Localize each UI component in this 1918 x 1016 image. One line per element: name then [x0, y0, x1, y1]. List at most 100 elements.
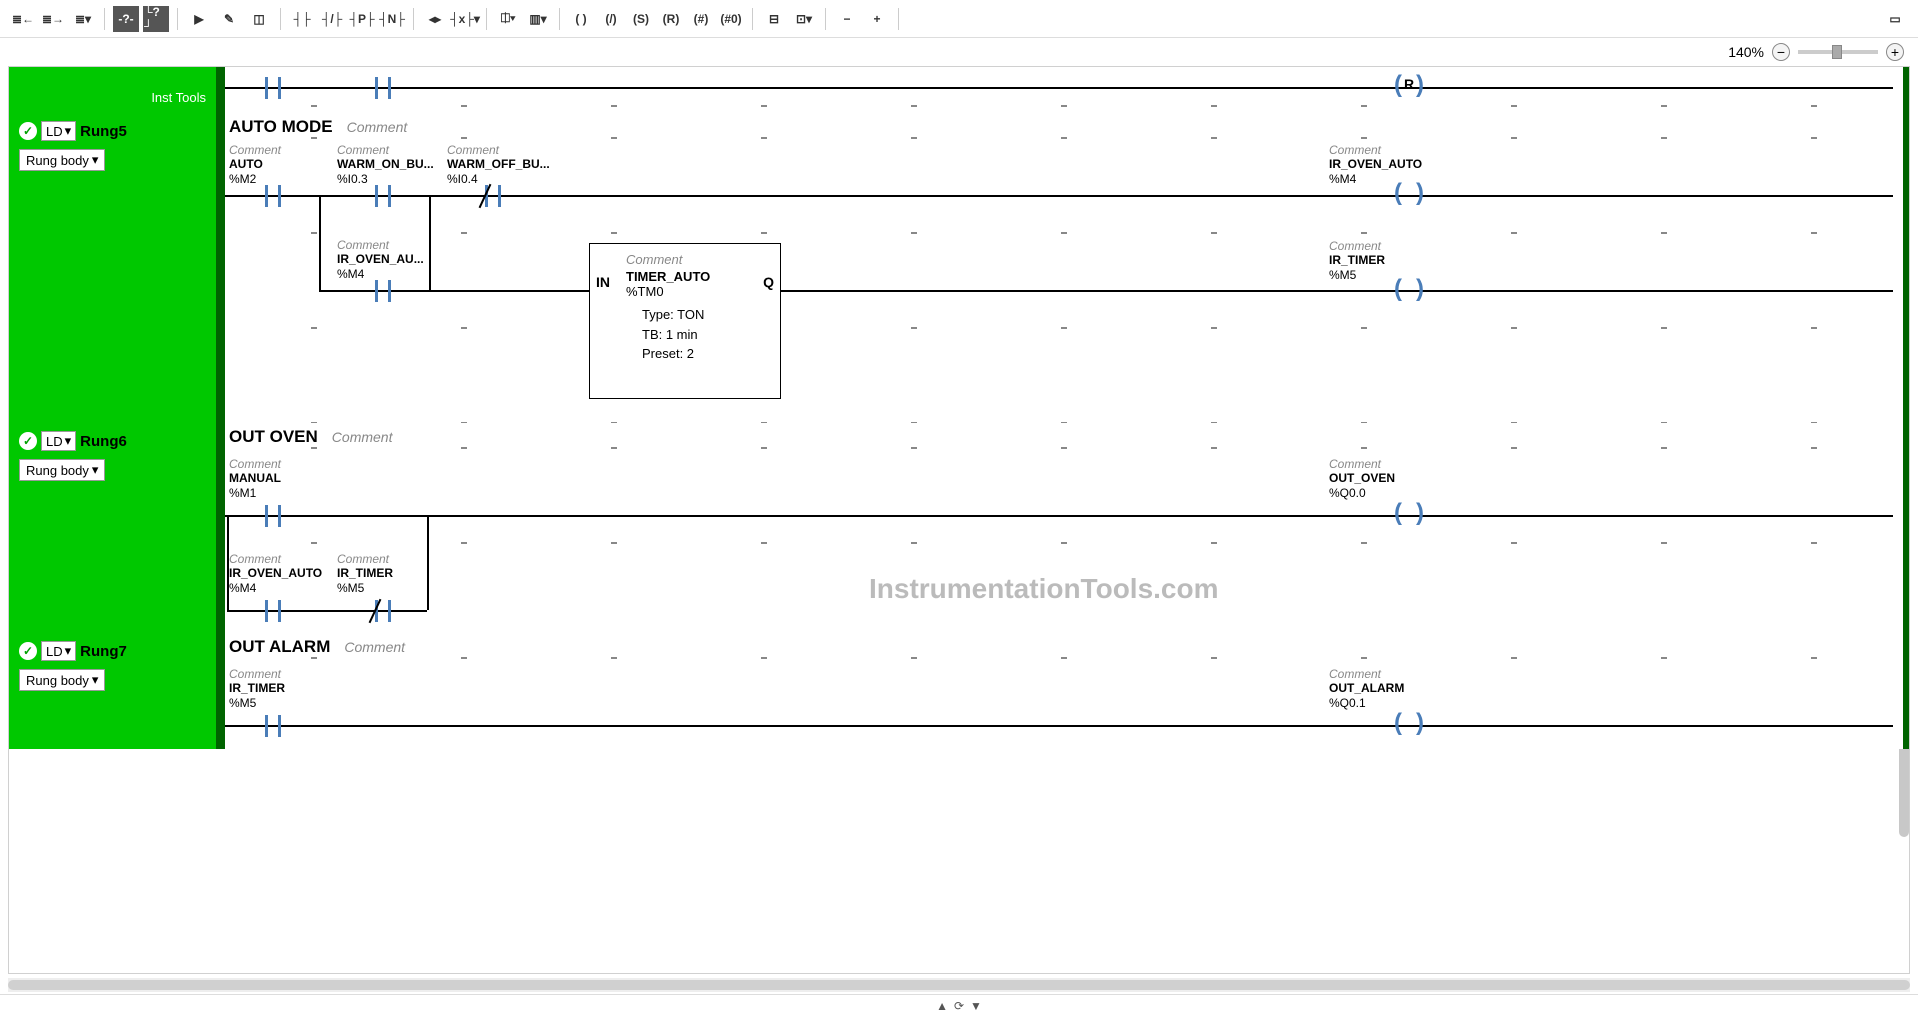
rung-language-select[interactable]: LD ▾ — [41, 121, 76, 141]
wire — [319, 195, 321, 290]
toolbar-button[interactable]: (#) — [688, 6, 714, 32]
toolbar-button[interactable]: ┤/├ — [319, 6, 345, 32]
coil-label: CommentOUT_ALARM%Q0.1 — [1329, 667, 1404, 710]
status-bar: ▲ ⟳ ▼ — [0, 994, 1918, 1016]
rung-canvas[interactable]: AUTO MODECommentINQCommentTIMER_AUTO%TM0… — [219, 113, 1909, 423]
rung-body-button[interactable]: Rung body ▾ — [19, 459, 105, 481]
power-rail-right — [1903, 423, 1909, 633]
contact-no[interactable] — [259, 505, 287, 527]
rung-language-select[interactable]: LD ▾ — [41, 641, 76, 661]
toolbar-button[interactable]: ≣▾ — [70, 6, 96, 32]
rung-title: OUT ALARMComment — [229, 637, 405, 657]
contact-nc[interactable] — [479, 185, 507, 207]
coil[interactable]: ()R — [1394, 75, 1424, 99]
contact-label: CommentIR_TIMER%M5 — [229, 667, 285, 710]
rung-row: Inst Tools ()R — [9, 67, 1909, 113]
power-rail-left — [219, 423, 225, 633]
toolbar-button[interactable]: ≣← — [10, 6, 36, 32]
toolbar-separator — [413, 8, 414, 30]
scroll-up-icon[interactable]: ▲ — [936, 999, 948, 1013]
grid-dots — [219, 542, 1909, 550]
power-rail-left — [219, 67, 225, 113]
grid-dots — [219, 232, 1909, 240]
toolbar-button[interactable]: -?- — [113, 6, 139, 32]
coil[interactable]: () — [1394, 183, 1424, 207]
rung-canvas[interactable]: OUT OVENCommentCommentMANUAL%M1CommentIR… — [219, 423, 1909, 633]
power-rail-right — [1903, 113, 1909, 423]
wire — [429, 290, 589, 292]
grid-dots — [219, 657, 1909, 665]
contact-nc[interactable] — [369, 600, 397, 622]
rung-body-button[interactable]: Rung body ▾ — [19, 149, 105, 171]
horizontal-scrollbar[interactable] — [8, 978, 1910, 992]
rung-valid-icon: ✓ — [19, 642, 37, 660]
main-toolbar: ≣←≣→≣▾-?-└?┘▶✎◫┤├┤/├┤P├┤N├◂▸┤x├▾⎅▾▥▾( )(… — [0, 0, 1918, 38]
zoom-out-button[interactable]: − — [1772, 43, 1790, 61]
toolbar-button[interactable]: ⊟ — [761, 6, 787, 32]
toolbar-button[interactable]: ▥▾ — [525, 6, 551, 32]
watermark: InstrumentationTools.com — [869, 573, 1219, 605]
toolbar-button[interactable]: ⎅▾ — [495, 6, 521, 32]
zoom-label: 140% — [1728, 44, 1764, 60]
contact-label: CommentAUTO%M2 — [229, 143, 281, 186]
toolbar-separator — [559, 8, 560, 30]
toolbar-button[interactable]: (R) — [658, 6, 684, 32]
toolbar-button[interactable]: (#0) — [718, 6, 744, 32]
contact-label: CommentIR_OVEN_AUTO%M4 — [229, 552, 322, 595]
coil-label: CommentIR_OVEN_AUTO%M4 — [1329, 143, 1422, 186]
toolbar-button[interactable]: − — [834, 6, 860, 32]
maximize-icon[interactable]: ▭ — [1882, 6, 1908, 32]
wire — [227, 610, 427, 612]
toolbar-button[interactable]: ✎ — [216, 6, 242, 32]
toolbar-button[interactable]: └?┘ — [143, 6, 169, 32]
rung-valid-icon: ✓ — [19, 122, 37, 140]
contact-label: CommentMANUAL%M1 — [229, 457, 281, 500]
toolbar-button[interactable]: ≣→ — [40, 6, 66, 32]
rung-body-button[interactable]: Rung body ▾ — [19, 669, 105, 691]
contact-no[interactable] — [369, 77, 397, 99]
toolbar-button[interactable]: ◫ — [246, 6, 272, 32]
rung-header: ✓LD ▾Rung5Rung body ▾ — [9, 113, 219, 423]
toolbar-button[interactable]: ┤P├ — [349, 6, 375, 32]
wire — [781, 290, 1893, 292]
toolbar-button[interactable]: ┤x├▾ — [452, 6, 478, 32]
rung-language-select[interactable]: LD ▾ — [41, 431, 76, 451]
contact-no[interactable] — [259, 715, 287, 737]
wire — [225, 87, 259, 89]
toolbar-button[interactable]: ( ) — [568, 6, 594, 32]
toolbar-button[interactable]: (S) — [628, 6, 654, 32]
wire — [427, 515, 429, 610]
wire — [225, 195, 1893, 197]
contact-no[interactable] — [369, 185, 397, 207]
contact-no[interactable] — [259, 600, 287, 622]
contact-label: CommentWARM_OFF_BU...%I0.4 — [447, 143, 550, 186]
toolbar-button[interactable]: ⊡▾ — [791, 6, 817, 32]
rung-canvas[interactable]: ()R — [219, 67, 1909, 113]
coil[interactable]: () — [1394, 279, 1424, 303]
ladder-editor: Inst Tools ()R ✓LD ▾Rung5Rung body ▾AUTO M… — [8, 66, 1910, 974]
zoom-slider[interactable] — [1798, 50, 1878, 54]
zoom-in-button[interactable]: + — [1886, 43, 1904, 61]
contact-no[interactable] — [369, 280, 397, 302]
zoom-bar: 140% − + — [0, 38, 1918, 66]
toolbar-separator — [825, 8, 826, 30]
coil[interactable]: () — [1394, 713, 1424, 737]
toolbar-separator — [752, 8, 753, 30]
rung-canvas[interactable]: OUT ALARMComment CommentIR_TIMER%M5 () Comm… — [219, 633, 1909, 749]
brand-label: Inst Tools — [151, 90, 206, 105]
scroll-down-icon[interactable]: ▼ — [970, 999, 982, 1013]
toolbar-separator — [177, 8, 178, 30]
toolbar-button[interactable]: ┤├ — [289, 6, 315, 32]
contact-no[interactable] — [259, 77, 287, 99]
toolbar-button[interactable]: (/) — [598, 6, 624, 32]
rung-row: ✓LD ▾Rung7Rung body ▾OUT ALARMCommentCom… — [9, 633, 1909, 749]
toolbar-button[interactable]: ┤N├ — [379, 6, 405, 32]
refresh-icon[interactable]: ⟳ — [954, 999, 964, 1013]
contact-no[interactable] — [259, 185, 287, 207]
wire — [429, 195, 431, 290]
function-block-timer[interactable]: INQCommentTIMER_AUTO%TM0Type: TONTB: 1 m… — [589, 243, 781, 399]
coil[interactable]: () — [1394, 503, 1424, 527]
toolbar-button[interactable]: ◂▸ — [422, 6, 448, 32]
toolbar-button[interactable]: ▶ — [186, 6, 212, 32]
toolbar-button[interactable]: + — [864, 6, 890, 32]
